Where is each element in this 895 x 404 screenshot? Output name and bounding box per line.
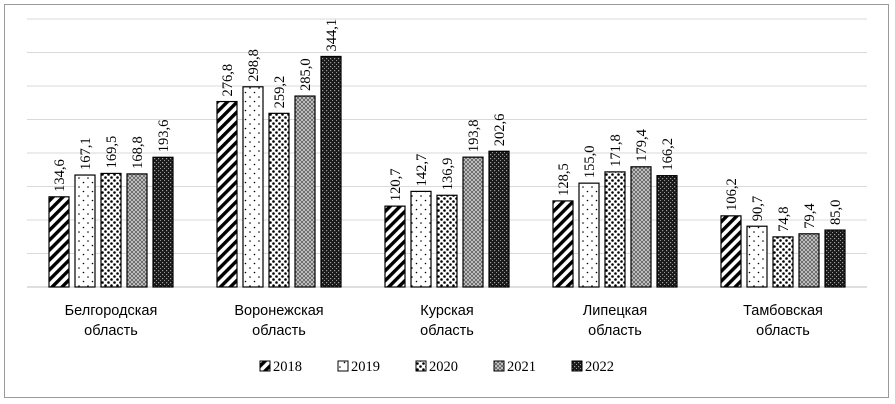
data-label: 285,0 (298, 58, 314, 91)
bar-2018-1 (216, 100, 238, 288)
bar-2020-2 (436, 194, 458, 288)
bar-2020-3 (604, 171, 626, 288)
data-label: 155,0 (582, 146, 598, 179)
data-label: 168,8 (130, 136, 146, 169)
bar-2019-4 (746, 225, 768, 288)
data-label: 179,4 (634, 128, 650, 161)
bar-2018-4 (720, 215, 742, 288)
data-label: 171,8 (608, 134, 624, 167)
data-label: 193,8 (466, 120, 482, 153)
bar-2022-3 (656, 175, 678, 288)
bar-2020-0 (100, 172, 122, 288)
legend-label-2020: 2020 (429, 359, 458, 375)
data-label: 344,1 (324, 19, 340, 52)
bar-2021-2 (462, 156, 484, 288)
legend-swatch-2021 (493, 360, 505, 372)
data-labels: 134,6 167,1 169,5 168,8 193,6 276,8 298,8 259,2… (52, 19, 844, 232)
data-label: 193,6 (156, 120, 172, 153)
legend-label-2022: 2022 (585, 359, 614, 375)
data-label: 276,8 (220, 64, 236, 97)
category-label: Воронежская (234, 303, 323, 319)
bar-2018-3 (552, 200, 574, 288)
data-label: 298,8 (246, 49, 262, 82)
data-label: 90,7 (750, 196, 766, 221)
bar-chart: 134,6 167,1 169,5 168,8 193,6 276,8 298,8 259,2… (27, 18, 867, 375)
data-label: 169,5 (104, 136, 120, 169)
category-label: Курская (420, 303, 473, 319)
legend: 2018 2019 2020 2021 2022 (259, 359, 614, 375)
bar-2022-0 (152, 156, 174, 288)
data-label: 134,6 (52, 159, 68, 192)
bar-2021-4 (798, 233, 820, 288)
legend-label-2019: 2019 (351, 359, 380, 375)
bar-2021-0 (126, 173, 148, 288)
data-label: 79,4 (802, 203, 818, 229)
bar-2021-1 (294, 95, 316, 288)
bar-2018-0 (48, 196, 70, 288)
data-label: 74,8 (776, 207, 792, 232)
data-label: 202,6 (492, 114, 508, 147)
category-label: область (756, 323, 810, 339)
bar-2019-2 (410, 190, 432, 288)
data-label: 167,1 (78, 137, 94, 170)
legend-label-2021: 2021 (507, 359, 536, 375)
bar-2022-4 (824, 229, 846, 288)
data-label: 166,2 (660, 138, 676, 171)
bar-2022-1 (320, 55, 342, 288)
data-label: 128,5 (556, 163, 572, 196)
data-label: 259,2 (272, 76, 288, 109)
data-label: 136,9 (440, 158, 456, 191)
legend-swatch-2020 (415, 360, 427, 372)
data-label: 120,7 (388, 169, 404, 202)
category-label: область (252, 323, 306, 339)
bar-2019-0 (74, 174, 96, 288)
category-label: Липецкая (583, 303, 647, 319)
category-labels: Белгородская область Воронежская область Кур… (65, 303, 823, 339)
category-label: Белгородская (65, 303, 158, 319)
category-label: Тамбовская (743, 303, 823, 319)
category-label: область (588, 323, 642, 339)
bar-2018-2 (384, 205, 406, 288)
legend-swatch-2019 (337, 360, 349, 372)
data-label: 106,2 (724, 178, 740, 211)
legend-swatch-2018 (259, 360, 271, 372)
bar-2022-2 (488, 150, 510, 288)
legend-label-2018: 2018 (273, 359, 302, 375)
data-label: 142,7 (414, 154, 430, 187)
category-label: область (420, 323, 474, 339)
legend-swatch-2022 (571, 360, 583, 372)
chart-frame: 134,6 167,1 169,5 168,8 193,6 276,8 298,8 259,2… (4, 4, 889, 398)
data-label: 85,0 (828, 200, 844, 225)
bar-2021-3 (630, 166, 652, 288)
bar-2020-4 (772, 236, 794, 288)
bars (48, 55, 846, 288)
bar-2020-1 (268, 112, 290, 288)
bar-2019-1 (242, 86, 264, 288)
category-label: область (84, 323, 138, 339)
bar-2019-3 (578, 182, 600, 288)
